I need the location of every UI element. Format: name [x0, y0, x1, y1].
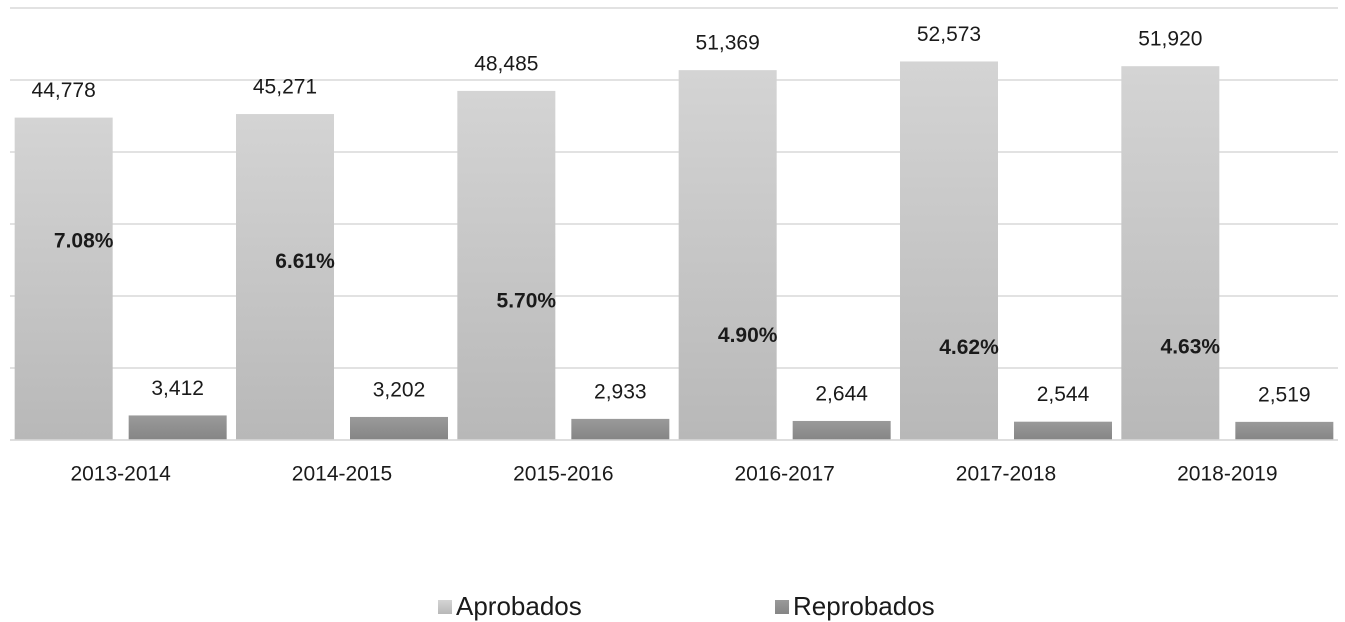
value-label: 51,920: [1138, 28, 1202, 51]
bar: [457, 90, 556, 441]
bar: [128, 415, 227, 440]
value-label: 48,485: [474, 52, 538, 75]
rate-label: 6.61%: [275, 250, 335, 273]
rate-label: 7.08%: [54, 230, 114, 253]
value-label: 44,778: [32, 79, 96, 102]
value-label: 3,412: [151, 377, 204, 400]
bar: [900, 61, 998, 441]
value-label: 2,519: [1258, 383, 1311, 406]
value-label: 51,369: [696, 32, 760, 55]
bar: [678, 70, 777, 441]
legend-label: Aprobados: [456, 591, 582, 621]
value-label: 2,644: [815, 383, 868, 406]
legend-swatch: [438, 600, 452, 614]
x-tick-label: 2015-2016: [513, 463, 613, 486]
x-tick-label: 2016-2017: [734, 463, 834, 486]
rate-label: 4.62%: [939, 336, 999, 359]
rate-label: 5.70%: [497, 289, 557, 312]
bar: [236, 114, 334, 440]
bar: [792, 420, 891, 440]
value-label: 3,202: [373, 378, 426, 401]
x-tick-label: 2014-2015: [292, 463, 392, 486]
value-label: 45,271: [253, 76, 317, 99]
x-tick-label: 2013-2014: [70, 463, 171, 486]
legend-label: Reprobados: [793, 591, 935, 621]
value-label: 52,573: [917, 23, 981, 46]
bar: [1014, 421, 1112, 440]
x-tick-label: 2018-2019: [1177, 463, 1277, 486]
legend-swatch: [775, 600, 789, 614]
value-label: 2,933: [594, 380, 647, 403]
bar: [350, 416, 448, 440]
bar: [1121, 66, 1220, 441]
x-tick-label: 2017-2018: [956, 463, 1056, 486]
bar: [1235, 421, 1334, 440]
rate-label: 4.90%: [718, 324, 778, 347]
bar: [571, 418, 670, 440]
value-label: 2,544: [1037, 383, 1090, 406]
bar: [14, 117, 113, 441]
rate-label: 4.63%: [1161, 336, 1221, 359]
